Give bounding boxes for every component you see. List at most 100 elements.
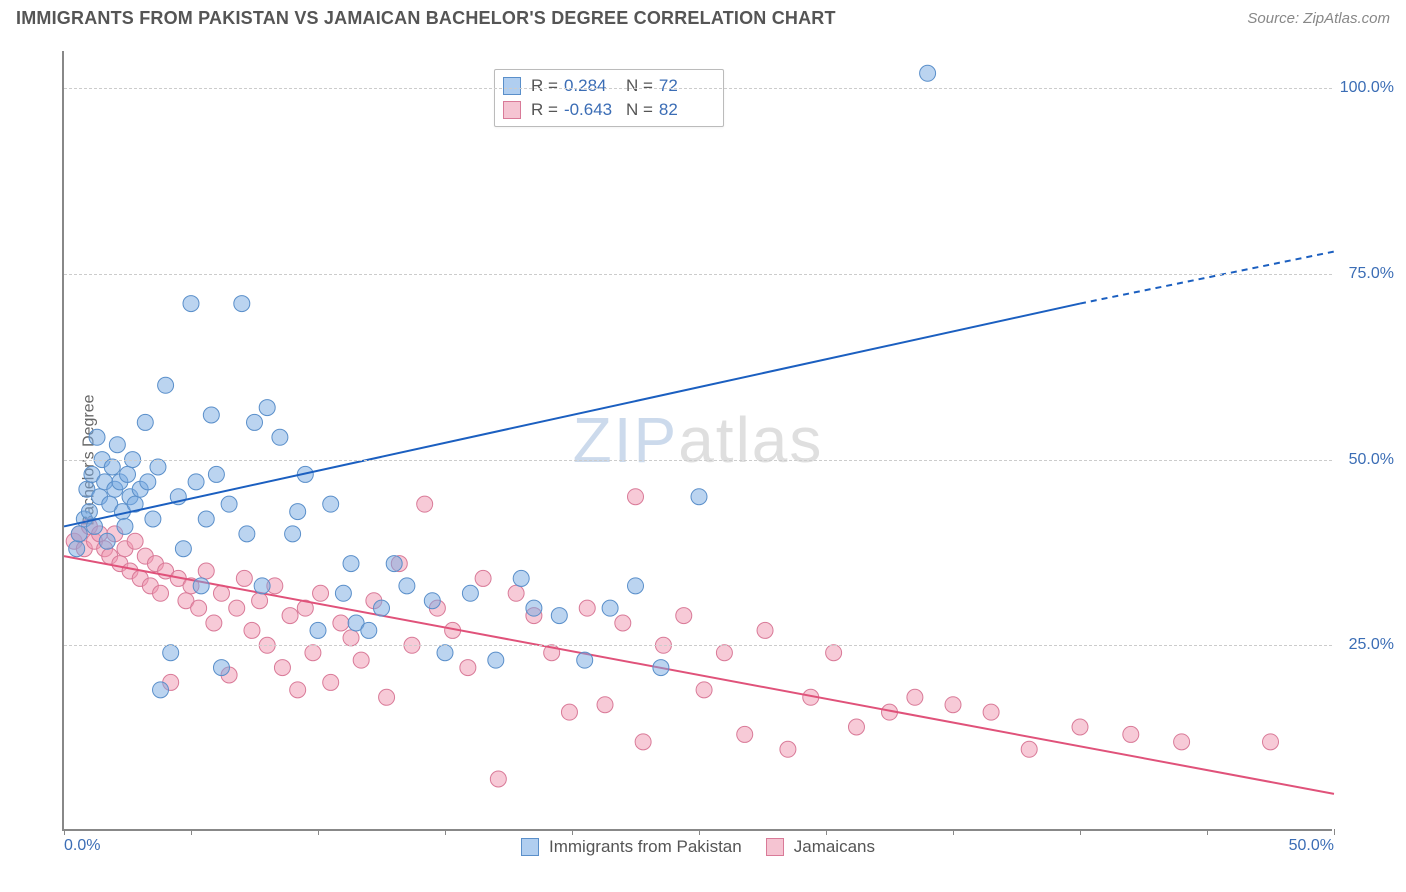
- data-point-pakistan: [71, 526, 87, 542]
- x-tick-mark: [826, 829, 827, 835]
- series-legend: Immigrants from Pakistan Jamaicans: [521, 837, 875, 857]
- data-point-pakistan: [109, 437, 125, 453]
- data-point-jamaican: [379, 689, 395, 705]
- plot-area: ZIPatlas R = 0.284 N = 72 R = -0.643 N =…: [62, 51, 1332, 831]
- data-point-jamaican: [696, 682, 712, 698]
- data-point-jamaican: [475, 570, 491, 586]
- data-point-pakistan: [203, 407, 219, 423]
- data-point-jamaican: [1263, 734, 1279, 750]
- data-point-jamaican: [282, 608, 298, 624]
- x-tick-mark: [1334, 829, 1335, 835]
- legend-row-pakistan: R = 0.284 N = 72: [503, 74, 715, 98]
- data-point-jamaican: [323, 674, 339, 690]
- y-tick-label: 50.0%: [1338, 451, 1394, 469]
- data-point-pakistan: [69, 541, 85, 557]
- data-point-jamaican: [737, 726, 753, 742]
- x-tick-label: 0.0%: [64, 837, 100, 855]
- data-point-jamaican: [716, 645, 732, 661]
- n-value-pakistan: 72: [659, 74, 715, 98]
- x-tick-mark: [64, 829, 65, 835]
- n-label-jamaican: N =: [626, 98, 653, 122]
- data-point-pakistan: [335, 585, 351, 601]
- r-label-jamaican: R =: [531, 98, 558, 122]
- data-point-pakistan: [551, 608, 567, 624]
- y-tick-label: 25.0%: [1338, 636, 1394, 654]
- data-point-jamaican: [561, 704, 577, 720]
- scatter-svg: [64, 51, 1332, 829]
- data-point-jamaican: [757, 622, 773, 638]
- data-point-jamaican: [191, 600, 207, 616]
- data-point-pakistan: [117, 518, 133, 534]
- swatch-pakistan: [503, 77, 521, 95]
- y-tick-label: 100.0%: [1338, 79, 1394, 97]
- chart-title: IMMIGRANTS FROM PAKISTAN VS JAMAICAN BAC…: [16, 8, 836, 29]
- chart-container: Bachelor's Degree ZIPatlas R = 0.284 N =…: [16, 37, 1390, 883]
- data-point-jamaican: [252, 593, 268, 609]
- data-point-jamaican: [244, 622, 260, 638]
- data-point-jamaican: [274, 660, 290, 676]
- data-point-jamaican: [1174, 734, 1190, 750]
- data-point-pakistan: [310, 622, 326, 638]
- data-point-jamaican: [907, 689, 923, 705]
- data-point-pakistan: [208, 466, 224, 482]
- data-point-jamaican: [635, 734, 651, 750]
- n-label-pakistan: N =: [626, 74, 653, 98]
- data-point-jamaican: [213, 585, 229, 601]
- data-point-jamaican: [333, 615, 349, 631]
- data-point-jamaican: [127, 533, 143, 549]
- data-point-pakistan: [140, 474, 156, 490]
- data-point-pakistan: [239, 526, 255, 542]
- data-point-pakistan: [221, 496, 237, 512]
- data-point-pakistan: [254, 578, 270, 594]
- data-point-pakistan: [158, 377, 174, 393]
- data-point-pakistan: [577, 652, 593, 668]
- data-point-pakistan: [691, 489, 707, 505]
- chart-header: IMMIGRANTS FROM PAKISTAN VS JAMAICAN BAC…: [0, 0, 1406, 33]
- data-point-jamaican: [198, 563, 214, 579]
- data-point-jamaican: [305, 645, 321, 661]
- x-tick-mark: [572, 829, 573, 835]
- x-tick-mark: [318, 829, 319, 835]
- data-point-pakistan: [399, 578, 415, 594]
- correlation-legend: R = 0.284 N = 72 R = -0.643 N = 82: [494, 69, 724, 127]
- data-point-jamaican: [848, 719, 864, 735]
- data-point-jamaican: [490, 771, 506, 787]
- data-point-pakistan: [81, 504, 97, 520]
- gridline-h: [64, 645, 1332, 646]
- legend-entry-pakistan: Immigrants from Pakistan: [521, 837, 742, 857]
- gridline-h: [64, 274, 1332, 275]
- data-point-pakistan: [290, 504, 306, 520]
- data-point-jamaican: [508, 585, 524, 601]
- data-point-jamaican: [236, 570, 252, 586]
- r-value-pakistan: 0.284: [564, 74, 620, 98]
- data-point-jamaican: [597, 697, 613, 713]
- x-tick-mark: [699, 829, 700, 835]
- r-label-pakistan: R =: [531, 74, 558, 98]
- data-point-pakistan: [323, 496, 339, 512]
- data-point-jamaican: [826, 645, 842, 661]
- swatch-pakistan-bottom: [521, 838, 539, 856]
- data-point-pakistan: [234, 296, 250, 312]
- swatch-jamaican: [503, 101, 521, 119]
- x-tick-mark: [191, 829, 192, 835]
- data-point-pakistan: [361, 622, 377, 638]
- data-point-jamaican: [628, 489, 644, 505]
- data-point-jamaican: [676, 608, 692, 624]
- data-point-pakistan: [137, 414, 153, 430]
- source-name: ZipAtlas.com: [1303, 10, 1390, 27]
- data-point-pakistan: [153, 682, 169, 698]
- x-tick-mark: [953, 829, 954, 835]
- data-point-jamaican: [615, 615, 631, 631]
- gridline-h: [64, 88, 1332, 89]
- source-prefix: Source:: [1247, 10, 1303, 27]
- trend-line-dashed-pakistan: [1080, 252, 1334, 304]
- data-point-jamaican: [343, 630, 359, 646]
- data-point-pakistan: [213, 660, 229, 676]
- data-point-pakistan: [104, 459, 120, 475]
- data-point-jamaican: [206, 615, 222, 631]
- data-point-jamaican: [945, 697, 961, 713]
- gridline-h: [64, 460, 1332, 461]
- data-point-jamaican: [1072, 719, 1088, 735]
- legend-entry-jamaican: Jamaicans: [766, 837, 875, 857]
- data-point-pakistan: [513, 570, 529, 586]
